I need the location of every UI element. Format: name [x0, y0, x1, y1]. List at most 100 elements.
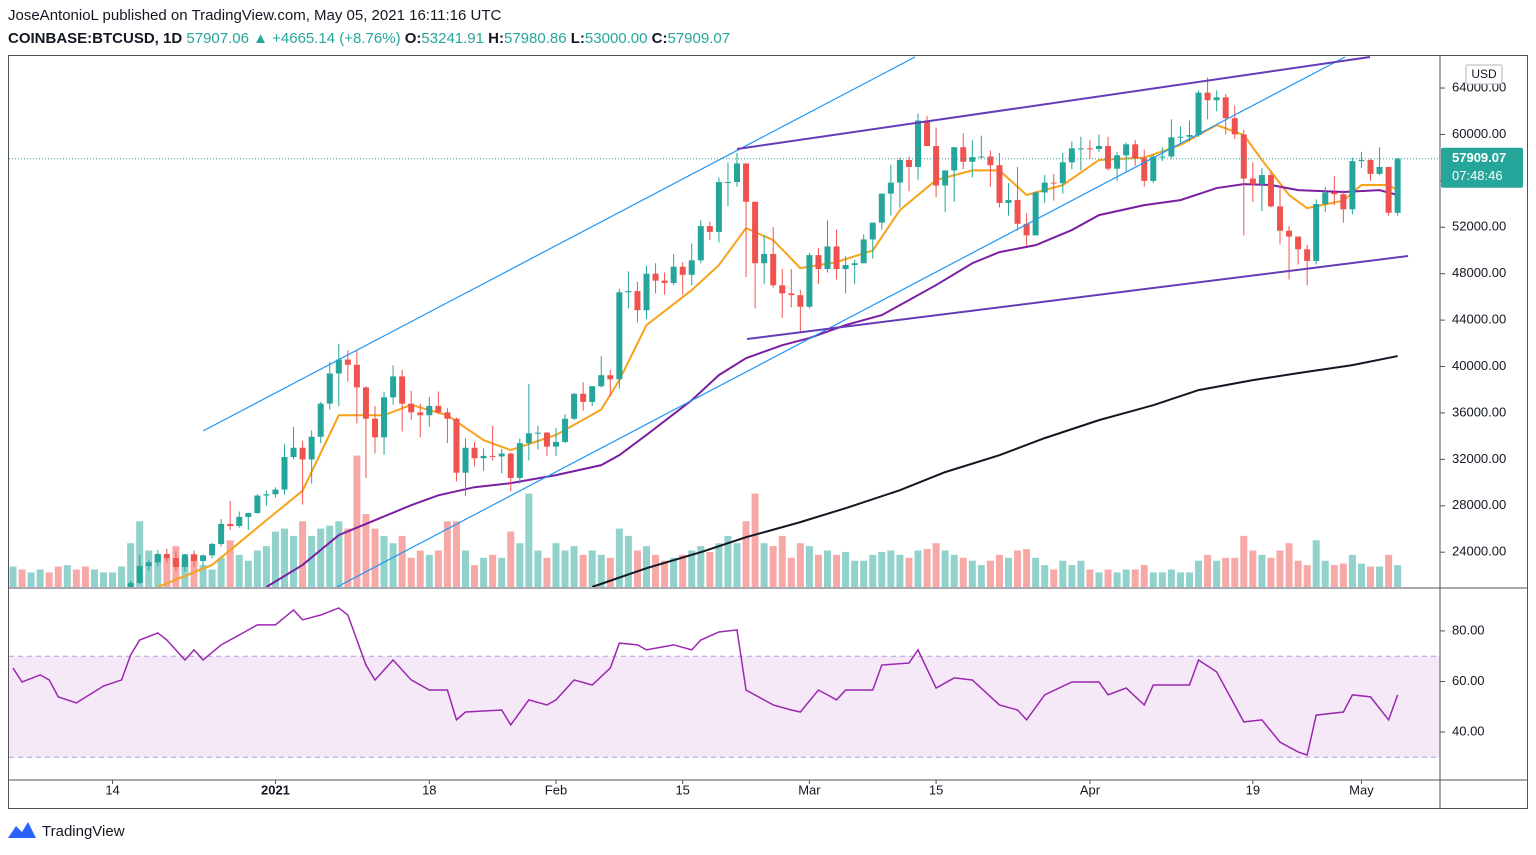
volume-bar [72, 569, 80, 587]
volume-bar [109, 572, 117, 587]
frame [8, 55, 1528, 809]
candle-body [1159, 156, 1166, 158]
candle-body [1050, 182, 1057, 184]
volume-bar [398, 535, 406, 587]
volume-bar [606, 557, 614, 587]
volume-bar [778, 535, 786, 587]
volume-bar [1376, 566, 1384, 587]
volume-bar [887, 550, 895, 587]
candle-body [317, 403, 324, 437]
candle-body [82, 619, 88, 622]
axes: 24000.00 28000.00 32000.00 36000.00 40000.00… [9, 79, 1523, 797]
volume-bar [643, 546, 650, 587]
volume-bar [588, 550, 596, 587]
candle-body [987, 156, 994, 166]
volume-bar [118, 566, 126, 587]
candle-body [1295, 236, 1302, 250]
candle-body [1005, 200, 1012, 203]
volume-bar [941, 550, 949, 587]
volume-bar [163, 557, 171, 587]
volume-bar [615, 528, 623, 587]
candle-body [924, 120, 931, 147]
candle-body [73, 615, 79, 618]
candle-body [580, 393, 587, 402]
candle-body [110, 607, 116, 608]
volume-bar [1394, 565, 1402, 587]
volume-bar [208, 569, 216, 587]
volume-bar [905, 557, 913, 587]
candle-body [1340, 194, 1347, 210]
volume-bar [814, 554, 822, 587]
volume-bar [1032, 557, 1040, 587]
volume-bar [715, 543, 723, 587]
volume-bar [154, 554, 162, 587]
volume-bar [1186, 572, 1193, 587]
candle-body [426, 405, 433, 416]
candle-body [55, 608, 61, 618]
rsi-line [12, 607, 1399, 756]
candle-body [1231, 118, 1238, 135]
candle-body [290, 447, 297, 458]
volume-bar [1276, 550, 1284, 587]
candle-body [842, 264, 849, 270]
volume-bar [416, 550, 424, 587]
volume-bar [950, 554, 958, 587]
x-tick-label: 18 [422, 782, 436, 797]
x-tick-label: 15 [929, 782, 943, 797]
candle-body [435, 405, 442, 413]
candle-body [1032, 192, 1039, 236]
candle-body [670, 266, 677, 283]
candle-body [218, 523, 225, 544]
y-tick-label: 48000.00 [1452, 265, 1506, 280]
candle-body [878, 193, 885, 223]
candle-body [516, 443, 523, 478]
volume-bar [1385, 554, 1393, 587]
volume-bar [543, 557, 551, 587]
volume-bar [326, 525, 334, 587]
moving-average [591, 355, 1398, 587]
volume-bar [1357, 563, 1365, 587]
volume-bar [299, 521, 307, 587]
volume-bar [1176, 572, 1184, 587]
candle-body [362, 387, 369, 419]
candle-body [462, 447, 469, 473]
candle-body [1114, 155, 1121, 169]
volume-bar [480, 557, 488, 587]
volume-bar [452, 521, 460, 587]
volume-bar [1249, 550, 1257, 587]
candle-body [263, 494, 270, 496]
candle-body [1322, 192, 1329, 205]
volume-bar [796, 543, 804, 587]
candle-body [1204, 92, 1211, 101]
change: +4665.14 (+8.76%) [272, 30, 401, 47]
volume-bar [1294, 560, 1302, 587]
volume-bar [244, 560, 252, 587]
last-price-tag [1441, 147, 1523, 188]
candle-body [688, 260, 695, 275]
candle-body [1168, 137, 1175, 157]
volume-bar [751, 493, 759, 587]
volume-bar [1204, 554, 1212, 587]
logo-text: TradingView [42, 823, 125, 840]
volume-bar [579, 554, 587, 587]
candle-body [127, 582, 134, 587]
volume-bar [90, 569, 98, 587]
volume-bar [36, 569, 44, 587]
candle-body [1123, 144, 1130, 156]
candle-body [1177, 136, 1184, 138]
symbol: COINBASE:BTCUSD, 1D [8, 30, 183, 47]
candle-body [1385, 166, 1392, 213]
candle-body [679, 266, 686, 275]
candle-body [770, 253, 777, 286]
candle-body [1376, 166, 1383, 174]
volume-bar [344, 528, 352, 587]
candle-body [507, 453, 514, 478]
volume-bar [271, 531, 279, 587]
candle-body [625, 291, 632, 293]
volume-bar [860, 560, 868, 587]
volume-bar [706, 551, 714, 587]
candle-body [1141, 158, 1148, 181]
candle-body [942, 170, 949, 186]
volume-bar [1059, 560, 1067, 587]
